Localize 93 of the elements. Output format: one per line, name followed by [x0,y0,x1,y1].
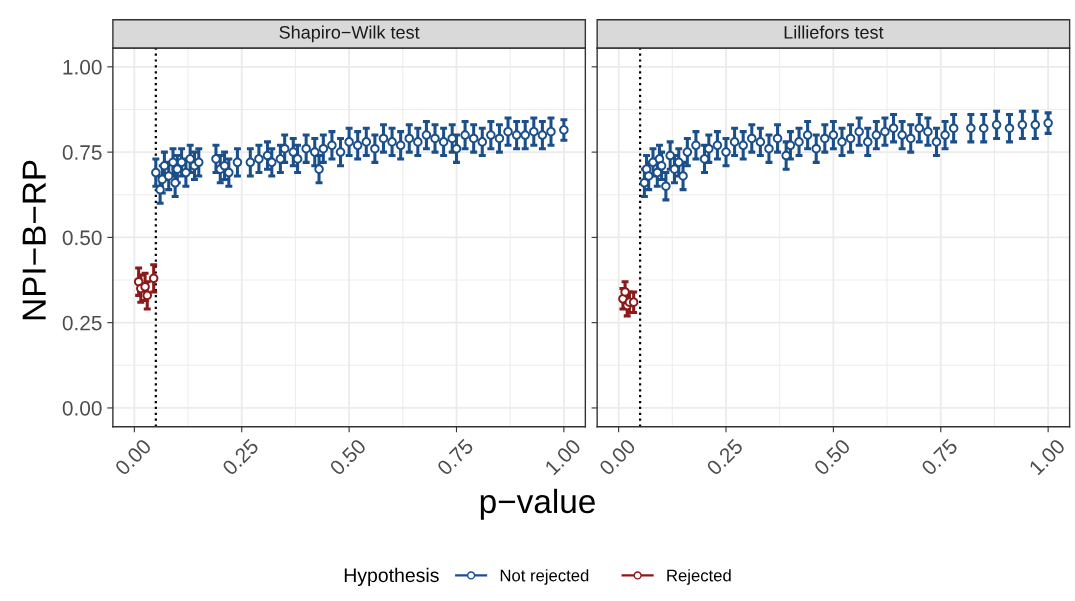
point [691,140,701,151]
point [404,133,415,144]
point [682,147,693,157]
point [931,137,942,147]
x-tick-label: 0.25 [221,438,260,477]
x-tick-label: 0.00 [114,438,153,477]
y-tick-label: 0.50 [62,230,102,246]
point [520,130,530,140]
point [661,181,671,191]
point [729,137,740,147]
point [245,157,256,168]
point [232,157,243,168]
point [546,126,556,137]
point [940,130,950,140]
point [905,133,916,144]
chart-title: Shapiro−Wilk test [279,25,420,43]
legend-label: Rejected [667,569,731,585]
point [772,133,783,144]
point [712,140,723,151]
point [468,133,479,144]
point [764,143,774,154]
point [948,123,959,134]
point [811,143,821,154]
point [755,137,766,147]
point [477,137,488,147]
y-axis-title: NPI−B−RP [22,160,46,320]
point [628,297,639,307]
y-tick-label: 1.00 [63,59,102,75]
point [301,143,311,154]
point [361,137,372,147]
point [845,133,856,144]
point [148,273,159,284]
x-tick-label: 1.00 [1028,438,1066,476]
point [395,140,406,151]
point [1017,120,1028,130]
x-axis-title: p−value [480,488,595,520]
point [828,130,839,140]
y-tick-label: 0.00 [62,400,102,416]
y-tick-label: 0.25 [62,315,102,331]
legend-label: Not rejected [500,569,589,585]
x-tick-label: 0.25 [705,438,744,477]
point [503,126,513,137]
point [923,126,933,137]
point [738,140,748,151]
point [888,123,899,134]
point [194,157,204,168]
point [1043,118,1053,128]
point [352,140,363,151]
point [494,133,505,144]
point [794,137,804,147]
point [721,147,731,157]
point [370,143,380,154]
point [854,126,864,137]
point [254,154,264,164]
x-tick-label: 1.00 [544,438,582,476]
x-tick-label: 0.75 [436,438,475,477]
point [413,137,423,147]
point [378,133,389,144]
point [421,130,432,140]
point [387,137,397,147]
point [438,137,449,147]
x-tick-label: 0.00 [598,438,637,477]
point [529,126,539,137]
point [537,130,548,140]
point [327,140,337,151]
point [486,130,496,140]
point [991,120,1002,130]
point [747,133,757,144]
point [344,137,354,147]
point [820,133,830,144]
point [978,123,989,134]
point [914,123,925,134]
point [335,147,346,157]
point [460,130,470,140]
y-tick-label: 0.75 [62,145,102,160]
point [862,137,873,147]
legend-title: Hypothesis [344,567,439,586]
x-tick-label: 0.50 [328,438,367,477]
point [511,130,522,140]
point [318,143,329,154]
point [1004,123,1015,134]
point [871,130,882,140]
point [837,137,847,147]
x-tick-label: 0.75 [920,438,959,477]
point [559,125,569,135]
chart-title: Lilliefors test [784,25,884,39]
point [802,130,813,140]
point [897,130,907,140]
x-tick-label: 0.50 [813,438,852,477]
point [430,133,440,144]
point [1030,120,1041,130]
point [880,126,890,137]
point [966,123,976,134]
